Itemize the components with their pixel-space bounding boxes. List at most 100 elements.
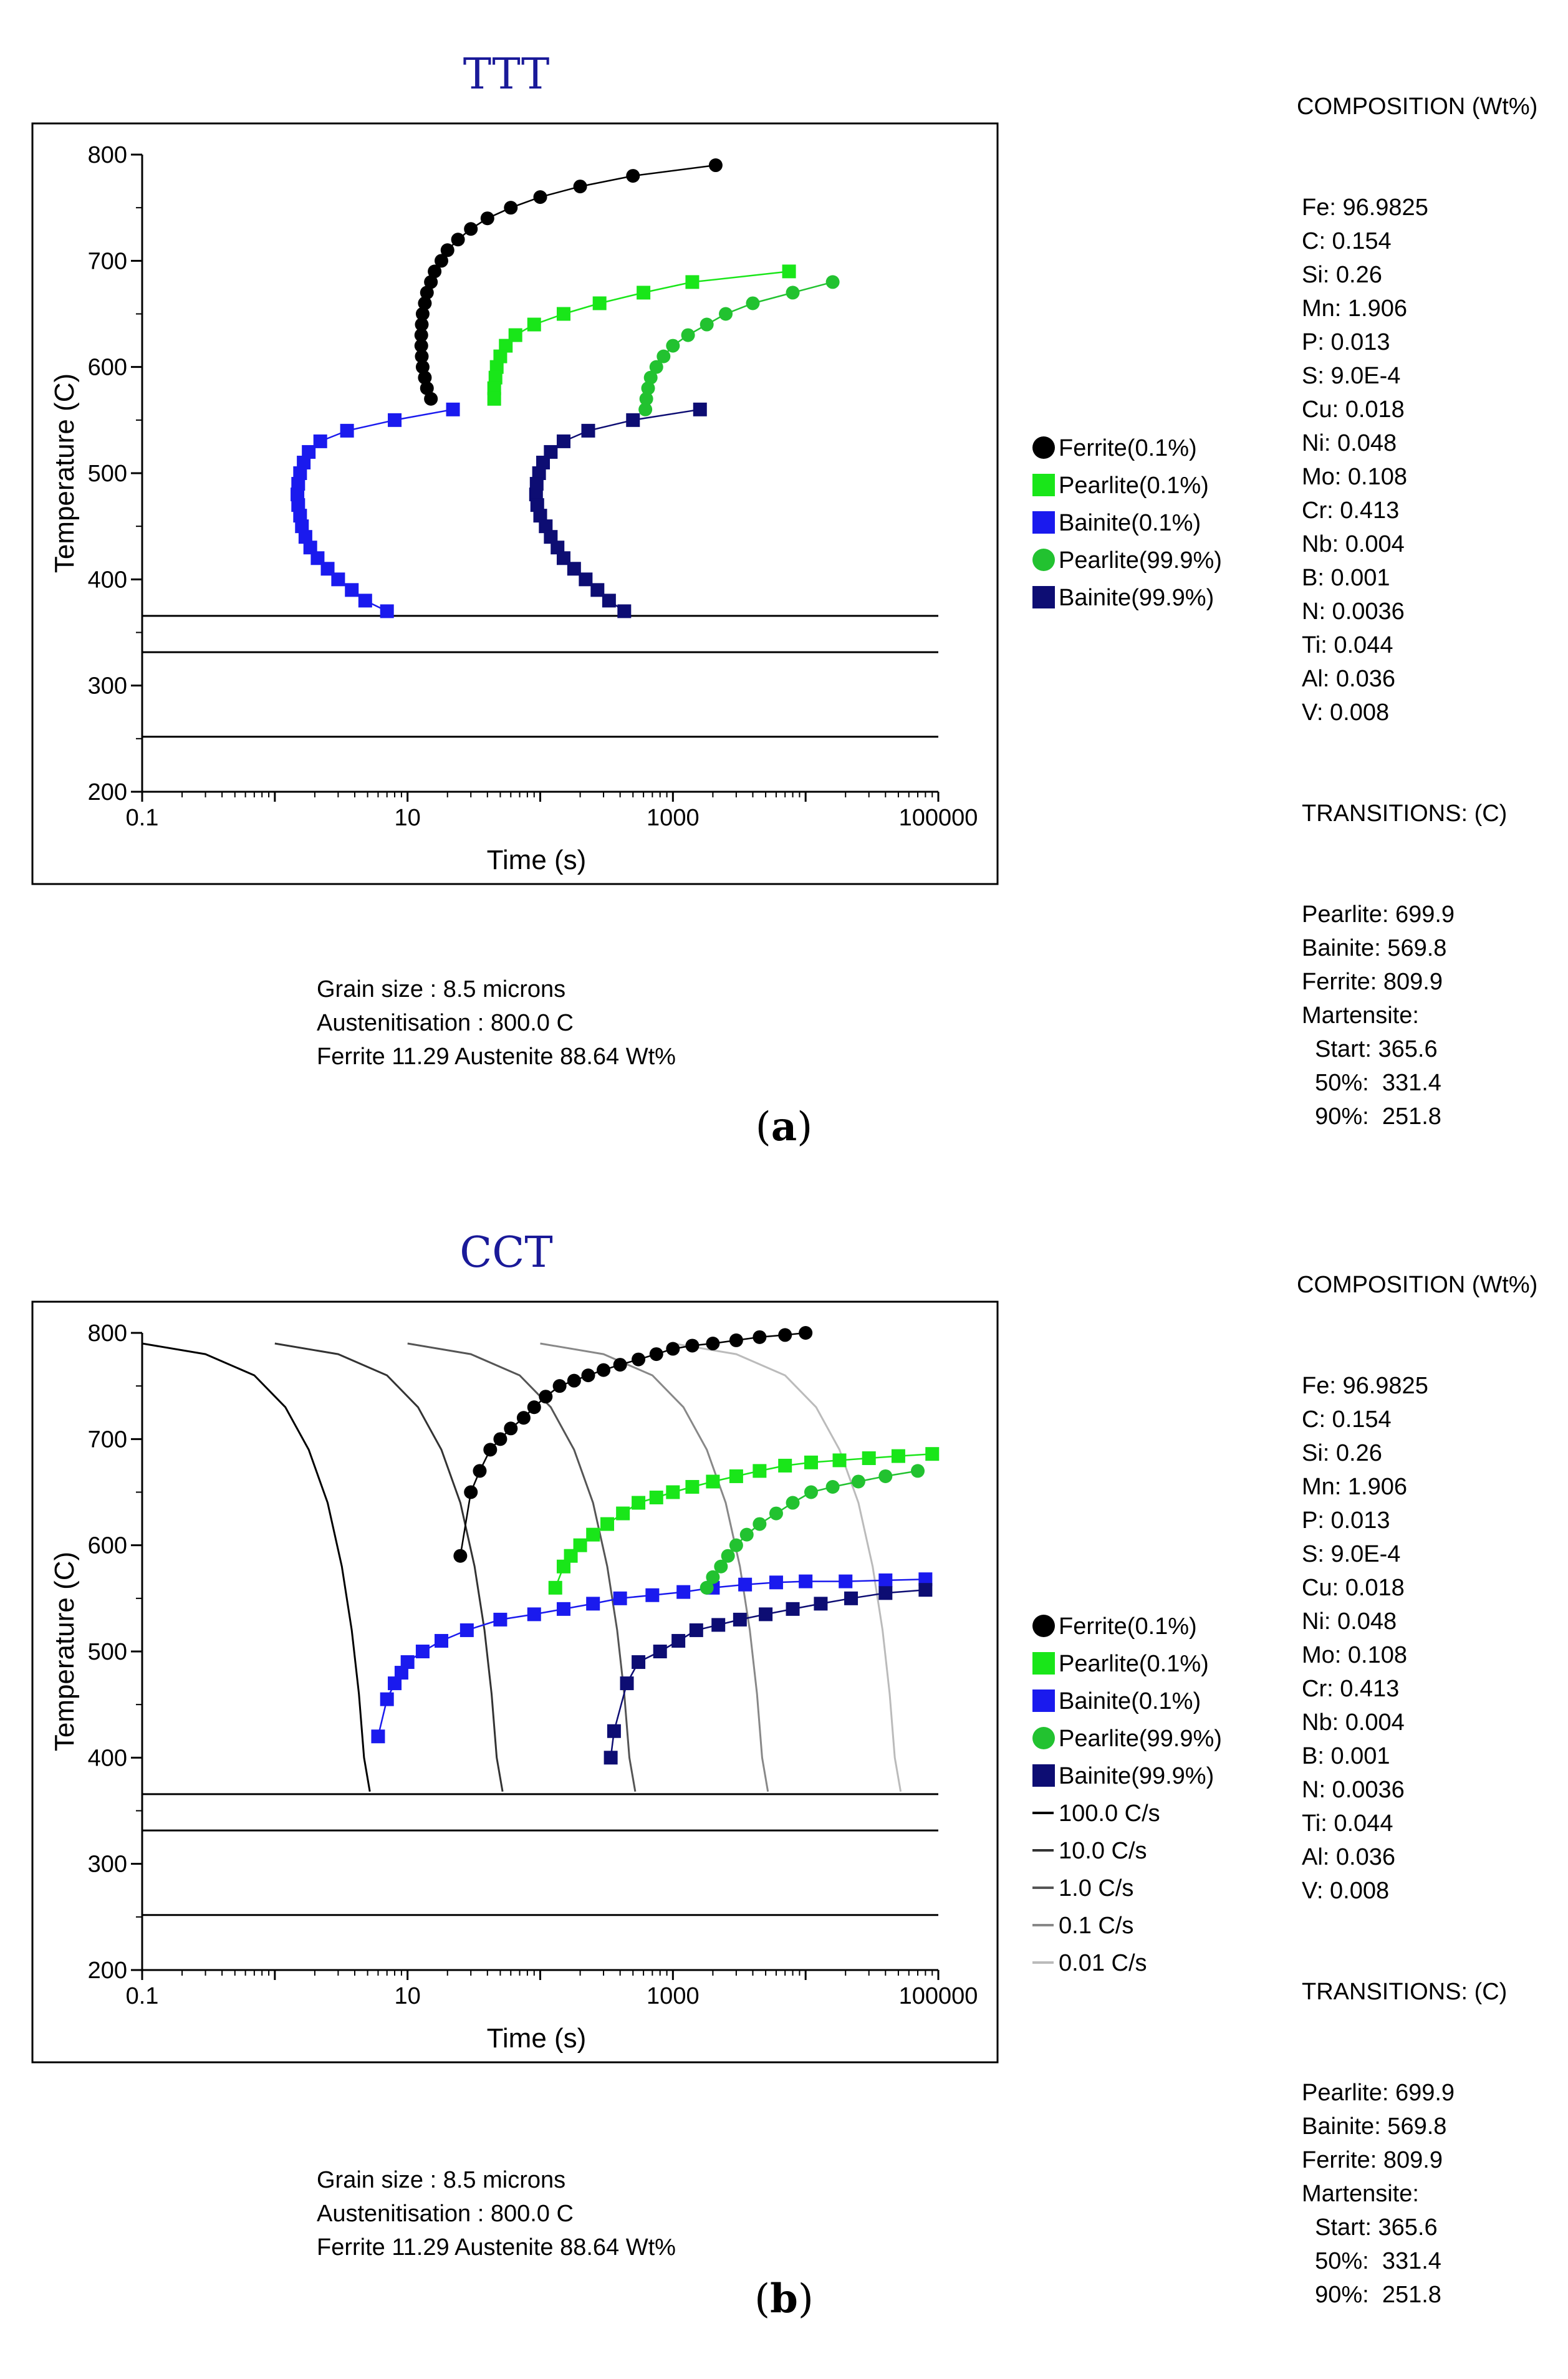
data-point: [530, 498, 544, 512]
cct-chart: CCT 200 300 400 500 600 700 800 0.1 10 1000 100000 T…: [31, 1228, 1222, 2064]
y-tick-label: 700: [88, 1426, 127, 1453]
data-point: [573, 1538, 587, 1552]
info-line: Mn: 1.906: [1302, 296, 1407, 322]
footer-notes: Grain size : 8.5 microns Austenitisation …: [317, 905, 676, 1141]
legend-label: Pearlite(0.1%): [1059, 1651, 1209, 1677]
data-point: [459, 1623, 474, 1637]
legend-marker: [1032, 1727, 1055, 1749]
data-point: [626, 413, 640, 427]
legend-label: Pearlite(99.9%): [1059, 1726, 1222, 1752]
data-point: [556, 1559, 570, 1574]
x-tick-label: 10: [395, 805, 421, 831]
data-point: [649, 360, 663, 374]
data-point: [825, 1479, 840, 1494]
data-point: [380, 1692, 394, 1706]
data-point: [590, 583, 605, 597]
data-point: [310, 551, 325, 565]
data-point: [551, 541, 565, 555]
data-point: [706, 1570, 720, 1584]
data-point: [544, 530, 558, 544]
info-line: Start: 365.6: [1302, 1036, 1438, 1062]
data-point: [685, 275, 700, 289]
legend-label: Bainite(0.1%): [1059, 1688, 1201, 1714]
data-point: [293, 466, 307, 480]
info-line: S: 9.0E-4: [1302, 1541, 1401, 1567]
data-point: [700, 1580, 714, 1595]
x-tick-label: 1000: [647, 805, 700, 831]
data-point: [567, 1373, 581, 1388]
data-point: [804, 1485, 818, 1499]
data-point: [891, 1449, 905, 1463]
data-point: [380, 604, 394, 618]
data-point: [293, 509, 307, 523]
data-point: [464, 1485, 478, 1499]
data-point: [639, 392, 653, 406]
data-point: [719, 307, 733, 321]
plot-frame: [31, 1300, 999, 2064]
legend-label: 1.0 C/s: [1059, 1875, 1133, 1901]
data-point: [799, 1326, 813, 1340]
data-point: [676, 1585, 691, 1599]
x-tick-label: 100000: [899, 805, 978, 831]
data-point: [487, 381, 501, 395]
info-line: Ferrite: 809.9: [1302, 2147, 1443, 2173]
data-point: [508, 328, 522, 342]
composition-block: COMPOSITION (Wt%) Fe: 96.9825 C: 0.154 Si:…: [1297, 22, 1537, 1201]
data-point: [415, 307, 430, 321]
data-point: [487, 392, 501, 406]
legend-label: 100.0 C/s: [1059, 1800, 1160, 1827]
data-point: [548, 1580, 562, 1595]
x-tick-label: 0.1: [126, 1983, 159, 2009]
legend-label: Bainite(0.1%): [1059, 510, 1201, 536]
data-point: [602, 594, 616, 608]
transitions-list: Pearlite: 699.9 Bainite: 569.8 Ferrite: 80…: [1297, 898, 1537, 1133]
info-line: Mn: 1.906: [1302, 1474, 1407, 1500]
data-point: [878, 1586, 893, 1600]
y-tick-label: 300: [88, 1852, 127, 1878]
data-point: [331, 572, 345, 587]
legend-marker: [1032, 1615, 1055, 1637]
data-point: [527, 1400, 541, 1415]
transitions-heading: TRANSITIONS: (C): [1302, 1979, 1508, 2005]
info-line: Nb: 0.004: [1302, 1709, 1405, 1736]
data-point: [604, 1751, 618, 1765]
info-line: Mo: 0.108: [1302, 1642, 1407, 1668]
data-point: [564, 1549, 578, 1563]
data-point: [739, 1527, 754, 1542]
data-point: [657, 349, 671, 363]
data-point: [298, 530, 312, 544]
data-point: [643, 370, 658, 385]
info-line: Si: 0.26: [1302, 262, 1382, 288]
data-point: [313, 434, 327, 448]
info-line: V: 0.008: [1302, 1878, 1390, 1904]
data-point: [573, 180, 587, 194]
data-point: [451, 233, 465, 247]
legend-label: Ferrite(0.1%): [1059, 435, 1197, 461]
data-point: [649, 1347, 663, 1362]
data-point: [388, 413, 402, 427]
legend-label: 0.01 C/s: [1059, 1950, 1147, 1976]
data-point: [616, 1506, 630, 1521]
data-point: [567, 562, 581, 576]
data-point: [832, 1453, 847, 1468]
data-point: [504, 1421, 518, 1436]
data-point: [581, 423, 595, 438]
data-point: [420, 381, 434, 395]
data-point: [708, 158, 723, 173]
data-point: [453, 1549, 468, 1563]
composition-list: Fe: 96.9825 C: 0.154 Si: 0.26 Mn: 1.906 P: 0…: [1297, 191, 1537, 729]
data-point: [414, 328, 428, 342]
data-point: [844, 1591, 859, 1605]
data-point: [586, 1597, 600, 1611]
data-point: [778, 1328, 792, 1342]
data-point: [345, 583, 359, 597]
info-line: Al: 0.036: [1302, 1844, 1395, 1870]
info-line: Ti: 0.044: [1302, 1810, 1393, 1837]
data-point: [769, 1506, 783, 1521]
data-point: [632, 1496, 646, 1510]
data-point: [556, 1602, 570, 1616]
data-point: [632, 1352, 646, 1367]
data-point: [878, 1469, 893, 1483]
data-point: [556, 307, 570, 321]
y-tick-label: 600: [88, 355, 127, 381]
